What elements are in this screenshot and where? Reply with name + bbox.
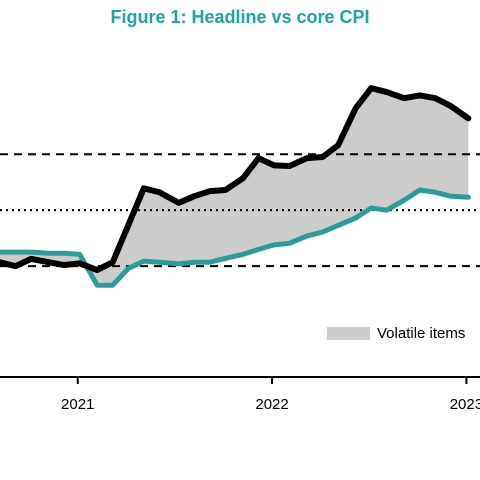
chart-title: Figure 1: Headline vs core CPI [110,7,369,27]
legend-swatch [327,327,370,340]
series-line [0,187,471,288]
x-tick-label: 2023 [450,396,480,413]
x-tick-label: 2021 [61,396,94,413]
legend-label: Volatile items [377,325,465,342]
x-tick-label: 2022 [255,396,288,413]
series-line [0,85,472,274]
